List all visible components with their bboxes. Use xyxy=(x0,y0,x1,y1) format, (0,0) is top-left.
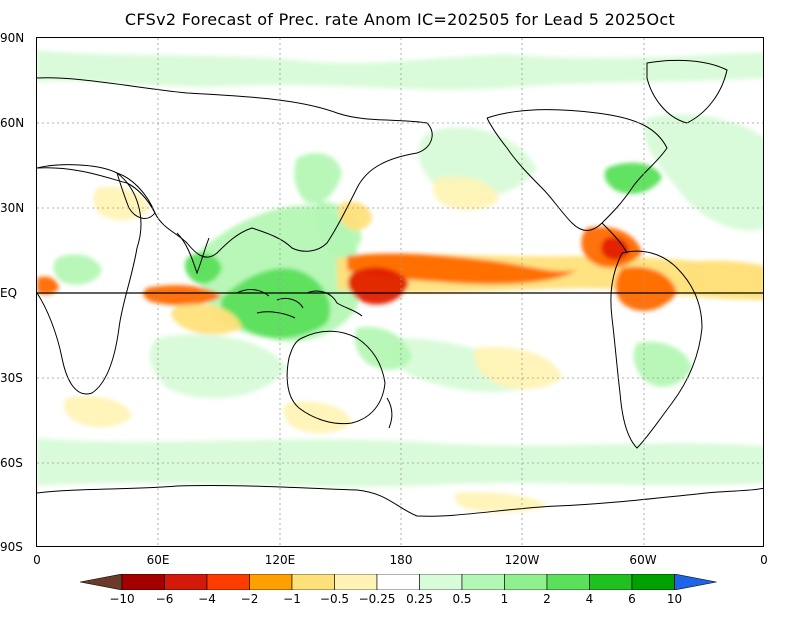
dry-area-indian-south xyxy=(171,304,242,335)
coast-south-america xyxy=(610,250,703,449)
colorbar-box xyxy=(461,574,505,590)
wet-area-north-atlantic xyxy=(643,114,763,231)
anomaly-fields xyxy=(37,50,763,513)
colorbar-label: −6 xyxy=(155,592,174,606)
colorbar-label: −10 xyxy=(109,592,135,606)
map-canvas xyxy=(37,38,763,546)
lon-label-60w: 60W xyxy=(629,553,657,567)
wet-area-south-pacific-convergence xyxy=(354,327,412,370)
dry-area-southern-ocean-band xyxy=(455,492,547,513)
lat-label-60n: 60N xyxy=(0,116,25,130)
colorbar-box xyxy=(631,574,675,590)
wet-area-west-africa xyxy=(53,254,102,285)
wet-area-east-asia xyxy=(294,153,342,204)
dry-area-australia-south xyxy=(283,401,352,434)
colorbar-arrow-low xyxy=(80,574,123,590)
wet-area-south-indian xyxy=(149,334,287,399)
colorbar-box xyxy=(334,574,378,590)
colorbar-arrow-high xyxy=(674,574,717,590)
lon-label-0-right: 0 xyxy=(760,553,768,567)
lat-label-30n: 30N xyxy=(0,201,25,215)
colorbar-box xyxy=(546,574,590,590)
colorbar-label: −1 xyxy=(283,592,301,606)
lat-label-30s: 30S xyxy=(0,371,23,385)
colorbar-box xyxy=(504,574,548,590)
coast-central-america xyxy=(601,222,628,254)
lat-label-60s: 60S xyxy=(0,456,23,470)
lon-label-60e: 60E xyxy=(146,553,170,567)
coast-antarctica xyxy=(37,484,763,517)
colorbar-label: −2 xyxy=(240,592,259,606)
wet-area-bay-bengal xyxy=(184,252,222,284)
wet-area-southern-ocean xyxy=(37,438,763,487)
colorbar-label: 4 xyxy=(585,592,594,606)
dry-area-north-atlantic-band xyxy=(687,260,763,295)
colorbar-box xyxy=(589,574,633,590)
coastlines xyxy=(37,59,763,517)
colorbar-box xyxy=(376,574,420,590)
colorbar xyxy=(80,574,717,590)
coast-australia xyxy=(286,330,386,425)
dry-area-west-indian xyxy=(37,276,59,295)
lat-label-90s: 90S xyxy=(0,540,23,554)
coast-north-america xyxy=(486,109,668,231)
wet-area-amazon xyxy=(633,341,692,387)
colorbar-box xyxy=(164,574,208,590)
wet-area-arctic xyxy=(37,50,763,90)
lat-label-eq: EQ xyxy=(0,286,18,300)
lon-label-180: 180 xyxy=(389,553,413,567)
dry-area-northern-south-america xyxy=(615,266,677,311)
coast-greenland xyxy=(646,59,728,124)
colorbar-label: −4 xyxy=(198,592,216,606)
coast-india xyxy=(176,232,210,275)
colorbar-box xyxy=(249,574,293,590)
dry-area-central-pacific-max xyxy=(347,267,409,305)
coast-arabia xyxy=(116,172,156,219)
colorbar-label: 2 xyxy=(543,592,551,606)
chart-title: CFSv2 Forecast of Prec. rate Anom IC=202… xyxy=(124,10,676,29)
precip-anomaly-map xyxy=(36,37,764,547)
dry-area-itcz-core xyxy=(347,253,577,285)
colorbar-box xyxy=(121,574,165,590)
colorbar-label: −0.5 xyxy=(319,592,350,606)
dry-area-south-atlantic xyxy=(64,396,132,428)
coast-maritime-continent xyxy=(236,289,363,319)
lon-label-0-left: 0 xyxy=(33,553,41,567)
coast-africa xyxy=(37,164,142,395)
colorbar-box xyxy=(206,574,250,590)
dry-area-indian-equator xyxy=(143,285,222,306)
coast-new-zealand xyxy=(386,397,393,429)
colorbar-label: 0.25 xyxy=(406,592,433,606)
lon-label-120w: 120W xyxy=(504,553,540,567)
dry-area-caribbean-core xyxy=(601,237,630,260)
dry-area-north-pacific xyxy=(433,176,499,211)
wet-area-indonesia-core xyxy=(221,268,331,339)
wet-area-central-america xyxy=(604,162,662,194)
colorbar-label: 1 xyxy=(500,592,509,606)
colorbar-label: 6 xyxy=(628,592,636,606)
colorbar-box xyxy=(291,574,335,590)
coast-eurasia xyxy=(37,77,433,258)
lat-label-90n: 90N xyxy=(0,31,25,45)
colorbar-label: −0.25 xyxy=(358,592,396,606)
dry-area-south-pacific xyxy=(474,346,562,390)
lon-label-120e: 120E xyxy=(264,553,296,567)
colorbar-label: 10 xyxy=(666,592,683,606)
colorbar-box xyxy=(419,574,463,590)
colorbar-label: 0.5 xyxy=(452,592,472,606)
colorbar-boxes xyxy=(80,574,717,590)
